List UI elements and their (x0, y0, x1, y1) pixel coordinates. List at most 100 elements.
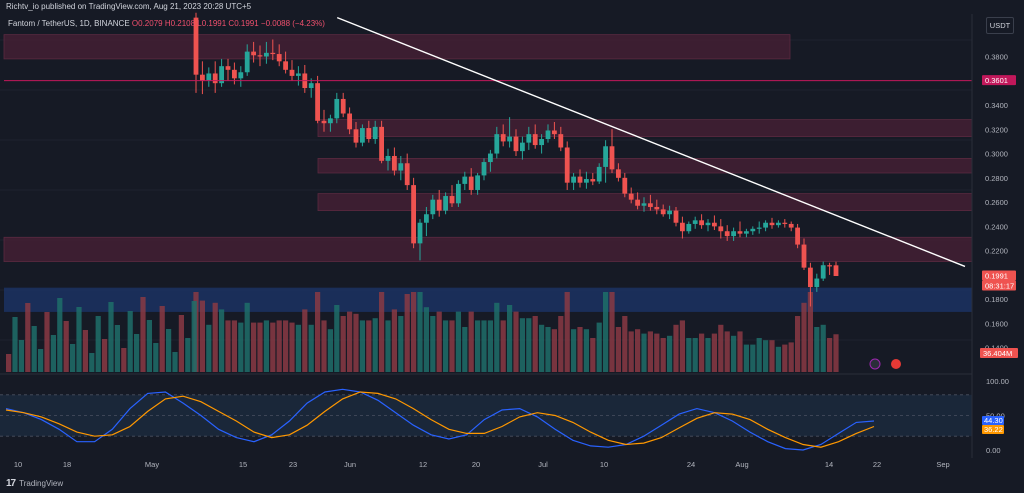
x-tick-label: 23 (289, 460, 297, 469)
candle-body (820, 265, 826, 279)
candle-body (500, 134, 506, 142)
volume-bar (178, 315, 184, 372)
candle-body (340, 98, 346, 114)
volume-bar (347, 311, 353, 372)
volume-bar (95, 316, 101, 372)
volume-bar (199, 300, 205, 372)
volume-bar (750, 344, 756, 372)
volume-bar (833, 334, 839, 372)
volume-bar (487, 320, 493, 372)
volume-bar (731, 335, 737, 372)
candle-body (334, 98, 340, 119)
ohlc-values: O0.2079 H0.2108 L0.1991 C0.1991 −0.0088 … (131, 19, 325, 28)
candle-body (705, 222, 711, 226)
volume-bar (270, 322, 276, 372)
volume-bar (737, 331, 743, 372)
candle-body (667, 210, 672, 215)
volume-bar (673, 324, 679, 372)
candle-body (456, 183, 461, 204)
volume-bar (615, 327, 621, 372)
tradingview-logo-icon: 17 (6, 478, 16, 489)
candle-body (443, 196, 448, 211)
volume-bar (372, 318, 378, 372)
candle-body (398, 163, 404, 171)
price-label-text: 08:31:17 (985, 282, 1014, 291)
volume-label-text: 36.404M (983, 349, 1012, 358)
volume-bar (667, 335, 673, 372)
footer-brand[interactable]: 17 TradingView (6, 478, 63, 489)
volume-bar (462, 327, 468, 372)
volume-bar (57, 298, 63, 372)
x-tick-label: 18 (63, 460, 71, 469)
x-tick-label: 20 (472, 460, 480, 469)
volume-bar (359, 320, 365, 372)
volume-bar (430, 316, 436, 372)
x-tick-label: 12 (419, 460, 427, 469)
candle-body (756, 227, 762, 229)
volume-bar (577, 327, 583, 372)
volume-bar (564, 292, 570, 372)
candle-body (360, 128, 365, 143)
volume-bar (146, 320, 152, 372)
volume-bar (82, 330, 88, 372)
price-tick-label: 0.1600 (985, 319, 1008, 328)
price-label-tag (982, 280, 1016, 291)
stoch-tick-label: 100.00 (986, 377, 1009, 386)
candle-body (462, 176, 468, 184)
volume-bar (519, 318, 525, 372)
volume-bar (775, 346, 781, 372)
candle-body (392, 155, 397, 171)
candle-body (584, 179, 589, 183)
trendline (336, 16, 966, 268)
volume-bar (436, 311, 442, 372)
volume-bar (558, 316, 564, 372)
candle-body (200, 74, 205, 81)
candle-body (635, 199, 640, 206)
volume-bar (238, 322, 244, 372)
volume-bar (647, 331, 653, 372)
volume-bar (391, 309, 397, 372)
volume-bar (225, 320, 231, 372)
price-tick-label: 0.1800 (985, 295, 1008, 304)
candle-body (417, 222, 423, 244)
candle-body (712, 222, 717, 227)
volume-bar (788, 342, 794, 372)
candle-body (475, 175, 480, 190)
candle-body (552, 130, 557, 135)
volume-bar (127, 311, 133, 372)
axes: 0.38000.36000.34000.32000.30000.28000.26… (14, 0, 1024, 493)
candle-body (660, 209, 666, 215)
candle-body (724, 231, 730, 237)
candle-body (513, 136, 519, 152)
candle-body (699, 220, 704, 226)
symbol-name: Fantom / TetherUS, 1D, BINANCE (8, 19, 130, 28)
price-tick-label: 0.2200 (985, 247, 1008, 256)
currency-button[interactable]: USDT (986, 17, 1014, 34)
candle-body (468, 176, 474, 190)
volume-bar (219, 309, 225, 372)
volume-bar (795, 316, 801, 372)
candle-body (814, 278, 820, 288)
volume-bar (609, 292, 615, 372)
volume-bar (379, 292, 385, 372)
stoch-rsi-pane (0, 373, 1024, 451)
candle-body (526, 134, 532, 143)
x-tick-label: 10 (14, 460, 22, 469)
x-tick-label: 22 (873, 460, 881, 469)
volume-bar (475, 320, 481, 372)
stoch-value-text: 44.30 (984, 416, 1003, 425)
candle-body (308, 83, 314, 89)
volume-bar (366, 320, 372, 372)
candle-body (628, 193, 634, 200)
volume-bar (263, 320, 269, 372)
price-label-tag (982, 270, 1016, 281)
volume-bar (699, 333, 705, 372)
volume-bar (769, 340, 775, 372)
volume-bar (571, 329, 577, 372)
volume-bar (385, 320, 391, 372)
candle-body (232, 69, 237, 79)
volume-bar (31, 326, 37, 372)
volume-bar (6, 354, 12, 372)
